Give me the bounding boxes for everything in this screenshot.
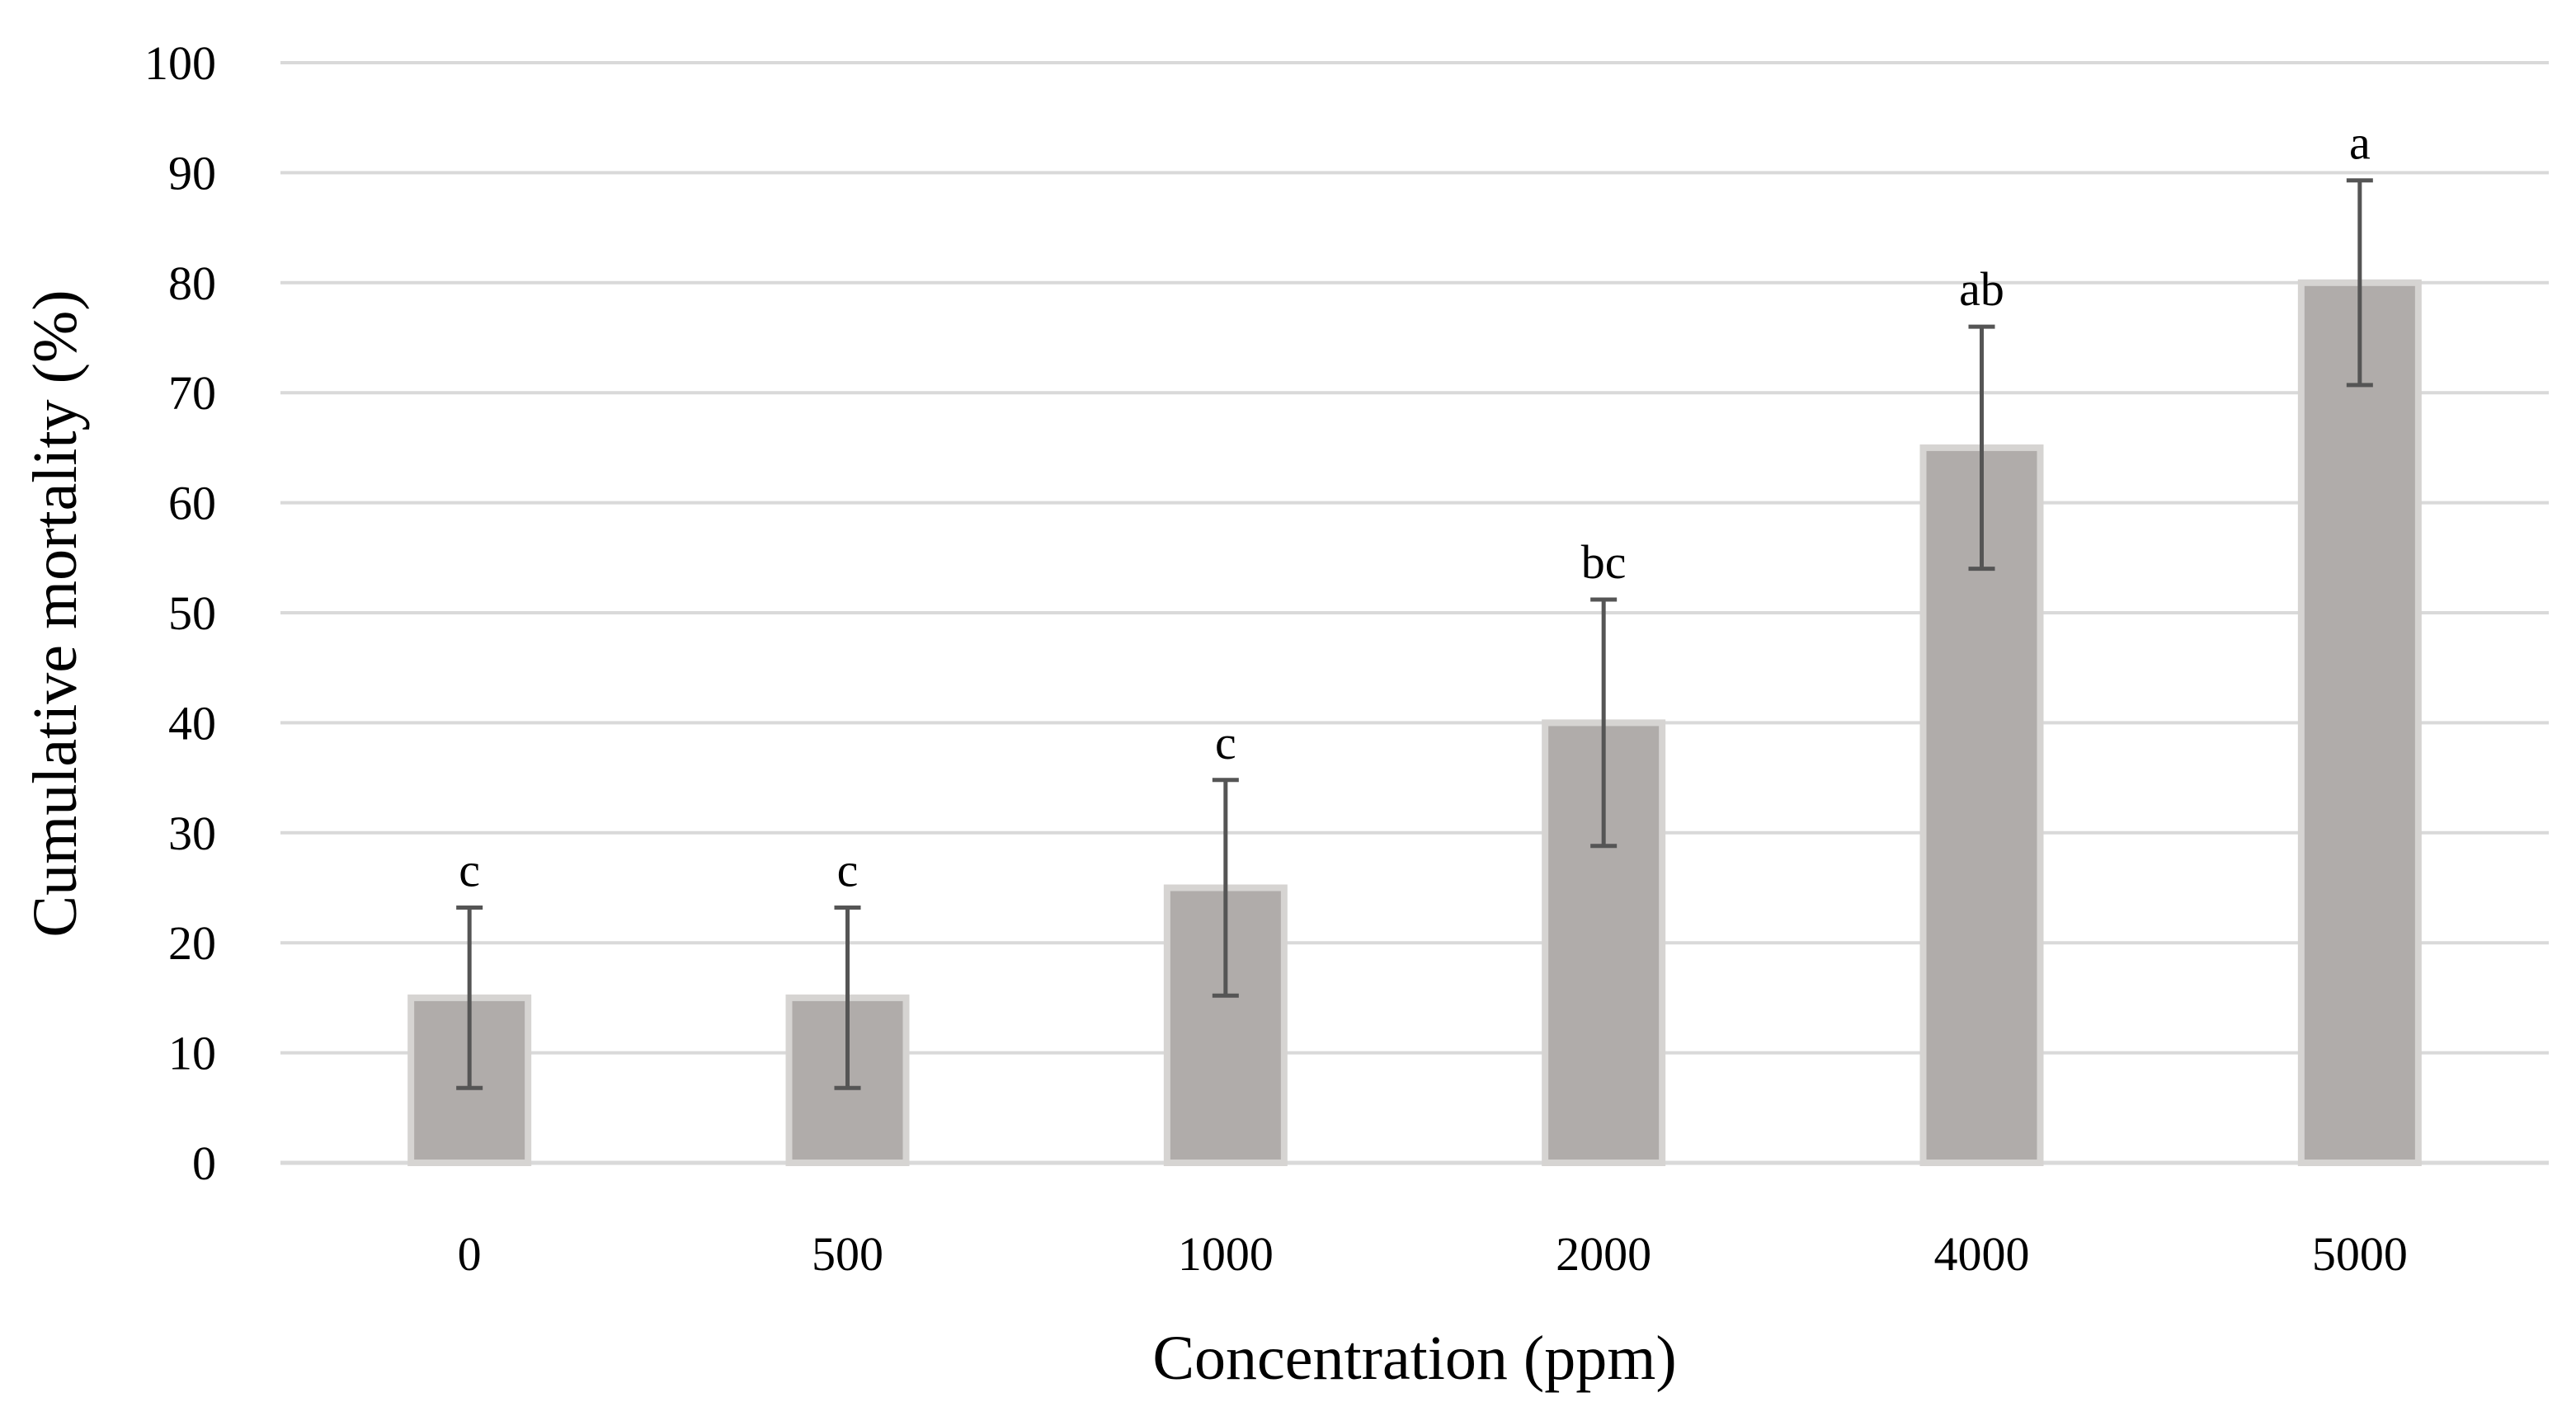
x-tick-label-500: 500 [812, 1227, 883, 1281]
significance-label-500: c [837, 844, 859, 897]
y-tick-label-90: 90 [168, 146, 216, 200]
significance-label-1000: c [1215, 716, 1236, 769]
y-tick-label-50: 50 [168, 586, 216, 640]
error-bar-2000 [1590, 597, 1618, 849]
significance-label-4000: ab [1959, 262, 2004, 316]
error-bar-5000 [2346, 178, 2373, 388]
bar-5000 [2297, 279, 2422, 1166]
y-tick-label-10: 10 [168, 1027, 216, 1080]
y-tick-label-20: 20 [168, 916, 216, 970]
y-tick-label-100: 100 [144, 36, 216, 90]
y-tick-label-30: 30 [168, 807, 216, 860]
y-tick-label-80: 80 [168, 256, 216, 310]
gridlines [280, 61, 2549, 1165]
x-axis-ticks: 0 500 1000 2000 4000 5000 [458, 1227, 2408, 1281]
error-bar-500 [834, 906, 861, 1090]
significance-label-5000: a [2349, 116, 2371, 170]
y-tick-label-70: 70 [168, 366, 216, 420]
x-tick-label-0: 0 [458, 1227, 482, 1281]
x-axis-title: Concentration (ppm) [1152, 1324, 1676, 1393]
x-tick-label-5000: 5000 [2312, 1227, 2408, 1281]
y-axis-ticks: 0 10 20 30 40 50 60 70 80 90 100 [144, 36, 216, 1190]
x-tick-label-1000: 1000 [1178, 1227, 1274, 1281]
error-bars [456, 178, 2373, 1090]
y-tick-label-60: 60 [168, 477, 216, 530]
significance-labels: c c c bc ab a [459, 116, 2370, 897]
x-tick-label-4000: 4000 [1934, 1227, 2030, 1281]
error-bar-0 [456, 906, 483, 1090]
y-tick-label-0: 0 [192, 1136, 216, 1190]
error-bar-1000 [1212, 778, 1239, 998]
significance-label-0: c [459, 844, 480, 897]
x-tick-label-2000: 2000 [1556, 1227, 1651, 1281]
y-tick-label-40: 40 [168, 696, 216, 750]
y-axis-title: Cumulative mortality (%) [21, 289, 90, 937]
error-bar-4000 [1968, 324, 1995, 572]
significance-label-2000: bc [1581, 535, 1627, 589]
